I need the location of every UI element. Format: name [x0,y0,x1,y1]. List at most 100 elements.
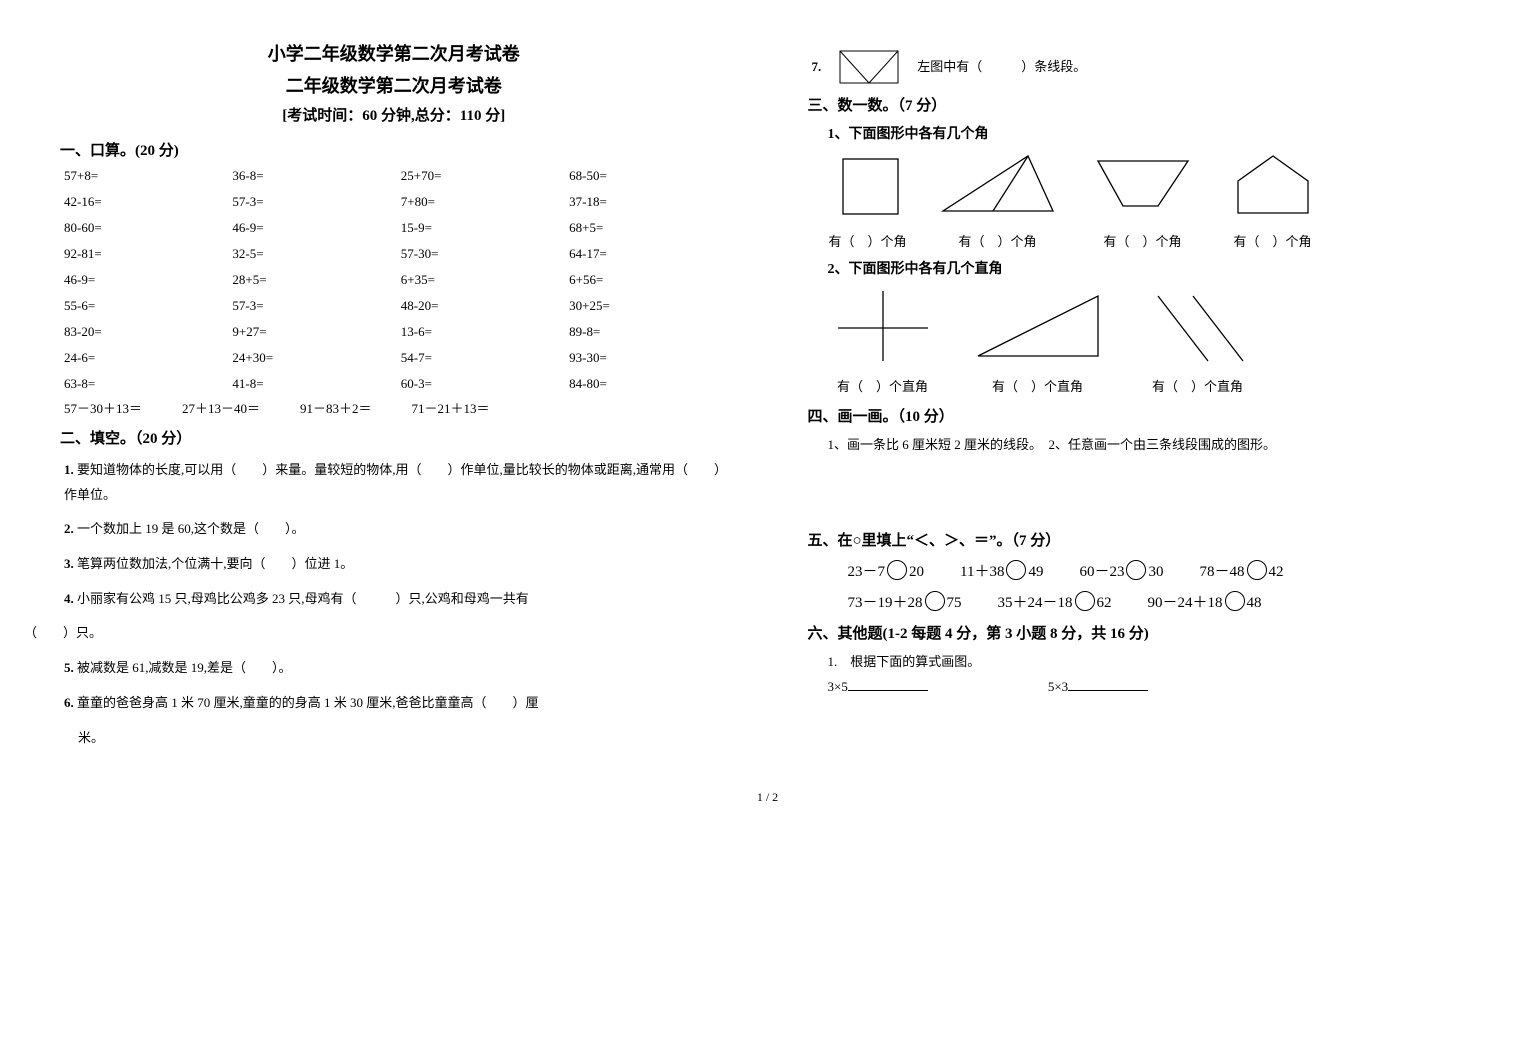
arith-cell: 32-5= [232,246,390,262]
q4-text-b: （ ）只。 [24,625,102,640]
arith-cell: 15-9= [401,220,559,236]
angle-label-3: 有（ ）个角 [1088,231,1198,250]
arith-cell: 91－83＋2＝ [300,398,372,417]
cross-icon [828,286,938,366]
compare-left: 35＋24－18 [998,595,1073,611]
arith-cell: 60-3= [401,376,559,392]
arith-cell: 64-17= [569,246,727,262]
q4-num: 4. [64,591,74,606]
drawing-space [808,459,1476,519]
fill-q1: 1. 要知道物体的长度,可以用（ ）来量。量较短的物体,用（ ）作单位,量比较长… [64,458,728,507]
circle-blank-icon [1247,560,1267,580]
arith-cell: 57+8= [64,168,222,184]
quadrilateral-icon [1088,151,1198,221]
q4-text-a: 小丽家有公鸡 15 只,母鸡比公鸡多 23 只,母鸡有（ ）只,公鸡和母鸡一共有 [77,591,529,606]
compare-left: 23－7 [848,564,886,580]
compare-item: 11＋38 49 [960,560,1043,581]
arith-cell: 37-18= [569,194,727,210]
compare-right: 30 [1148,564,1163,580]
arith-cell: 6+56= [569,272,727,288]
fill-q3: 3. 笔算两位数加法,个位满十,要向（ ）位进 1。 [64,552,728,577]
circle-blank-icon [925,591,945,611]
q7-num: 7. [812,55,822,80]
fill-q2: 2. 一个数加上 19 是 60,这个数是（ ）。 [64,517,728,542]
right-triangle-icon [968,286,1108,366]
arith-cell: 92-81= [64,246,222,262]
arith-cell: 42-16= [64,194,222,210]
section3-head: 三、数一数。（7 分） [808,94,1476,115]
arith-cell: 57-3= [232,194,390,210]
arith-cell: 9+27= [232,324,390,340]
arith-cell: 25+70= [401,168,559,184]
arith-cell: 68+5= [569,220,727,236]
right-shape-1: 有（ ）个直角 [828,286,938,395]
right-label-1: 有（ ）个直角 [828,376,938,395]
section4-head: 四、画一画。（10 分） [808,405,1476,426]
arith-cell: 48-20= [401,298,559,314]
q2-num: 2. [64,521,74,536]
compare-left: 73－19＋28 [848,595,923,611]
section6-head: 六、其他题(1-2 每题 4 分，第 3 小题 8 分，共 16 分) [808,622,1476,643]
blank-1 [848,676,928,691]
arith-cell: 83-20= [64,324,222,340]
arith-cell: 68-50= [569,168,727,184]
compare-right: 20 [909,564,924,580]
angle-shape-2: 有（ ）个角 [938,151,1058,250]
compare-right: 62 [1097,595,1112,611]
right-column: 7. 左图中有（ ）条线段。 三、数一数。（7 分） 1、下面图形中各有几个角 … [808,40,1476,760]
pentagon-icon [1228,151,1318,221]
section3-sub1: 1、下面图形中各有几个角 [828,123,1476,143]
title-info: [考试时间：60 分钟,总分：110 分] [60,104,728,125]
left-column: 小学二年级数学第二次月考试卷 二年级数学第二次月考试卷 [考试时间：60 分钟,… [60,40,728,760]
arith-cell: 46-9= [232,220,390,236]
compare-item: 60－23 30 [1079,560,1163,581]
expr2-text: 5×3 [1048,679,1068,694]
q1-text: 要知道物体的长度,可以用（ ）来量。量较短的物体,用（ ）作单位,量比较长的物体… [64,462,727,502]
arith-cell: 27＋13－40＝ [182,398,260,417]
expr1-text: 3×5 [828,679,848,694]
arith-cell: 46-9= [64,272,222,288]
compare-item: 73－19＋2875 [848,591,962,612]
compare-item: 35＋24－18 62 [998,591,1112,612]
compare-left: 60－23 [1079,564,1124,580]
section6-expr-row: 3×5 5×3 [828,676,1476,695]
fill-q6: 6. 童童的爸爸身高 1 米 70 厘米,童童的的身高 1 米 30 厘米,爸爸… [64,691,728,716]
angle-shape-4: 有（ ）个角 [1228,151,1318,250]
arith-cell: 89-8= [569,324,727,340]
arith-cell: 80-60= [64,220,222,236]
arith-cell: 57－30＋13＝ [64,398,142,417]
compare-right: 49 [1028,564,1043,580]
compare-left: 11＋38 [960,564,1004,580]
right-angle-shapes-row: 有（ ）个直角 有（ ）个直角 有（ ）个直角 [828,286,1476,395]
arith-cell: 71－21＋13＝ [412,398,490,417]
line-segment-figure-icon [839,50,899,84]
fill-q4a: 4. 小丽家有公鸡 15 只,母鸡比公鸡多 23 只,母鸡有（ ）只,公鸡和母鸡… [64,587,728,612]
arith-grid: 57+8=36-8=25+70=68-50=42-16=57-3=7+80=37… [64,168,728,392]
right-shape-3: 有（ ）个直角 [1138,286,1258,395]
q3-text: 笔算两位数加法,个位满十,要向（ ）位进 1。 [77,556,353,571]
arith-cell: 41-8= [232,376,390,392]
title-main: 小学二年级数学第二次月考试卷 [60,40,728,66]
expr-1: 3×5 [828,676,928,695]
section5-head: 五、在○里填上“＜、＞、＝”。（7 分） [808,529,1476,550]
circle-blank-icon [1126,560,1146,580]
angle-shape-3: 有（ ）个角 [1088,151,1198,250]
q1-num: 1. [64,462,74,477]
arith-cell: 63-8= [64,376,222,392]
q7-text: 左图中有（ ）条线段。 [917,55,1086,80]
circle-blank-icon [1225,591,1245,611]
angle-label-2: 有（ ）个角 [938,231,1058,250]
compare-item: 90－24＋1848 [1148,591,1262,612]
fill-q4b: （ ）只。 [24,621,728,646]
q6b-text: 米。 [78,730,104,745]
q6-text: 童童的爸爸身高 1 米 70 厘米,童童的的身高 1 米 30 厘米,爸爸比童童… [77,695,539,710]
arith-cell: 7+80= [401,194,559,210]
angle-label-1: 有（ ）个角 [828,231,908,250]
page-footer: 1 / 2 [0,790,1535,805]
angle-label-4: 有（ ）个角 [1228,231,1318,250]
circle-blank-icon [1075,591,1095,611]
circle-blank-icon [1006,560,1026,580]
compare-left: 78－48 [1199,564,1244,580]
q7-row: 7. 左图中有（ ）条线段。 [812,50,1476,84]
q2-text: 一个数加上 19 是 60,这个数是（ ）。 [77,521,305,536]
